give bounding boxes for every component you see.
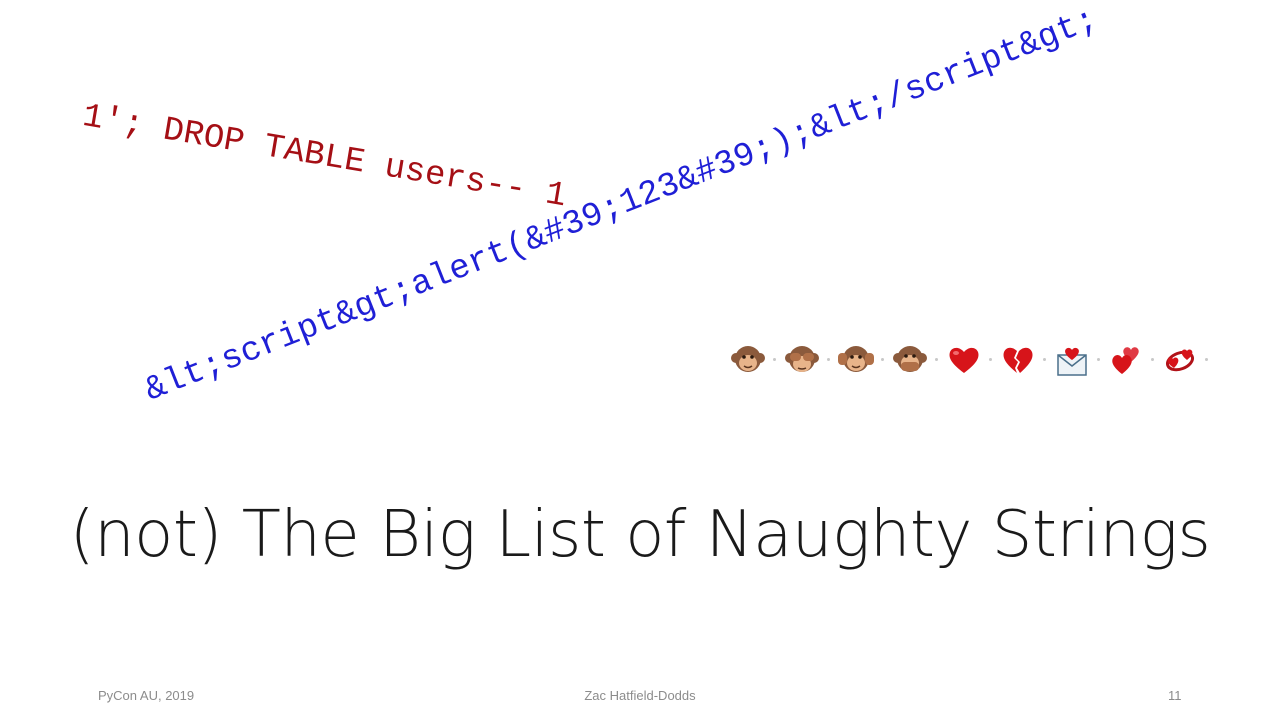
separator-dot — [984, 340, 998, 380]
separator-dot — [1038, 340, 1052, 380]
hear-no-evil-monkey-icon — [838, 346, 874, 372]
love-letter-icon — [1057, 347, 1087, 376]
speak-no-evil-monkey-icon — [893, 346, 927, 372]
monkey-face-icon — [731, 346, 765, 372]
separator-dot — [876, 340, 890, 380]
see-no-evil-monkey-icon — [785, 346, 819, 372]
broken-heart-icon — [1003, 347, 1033, 373]
separator-dot — [822, 340, 836, 380]
footer-author: Zac Hatfield-Dodds — [584, 688, 696, 703]
footer-page-number: 11 — [1168, 688, 1182, 703]
separator-dot — [930, 340, 944, 380]
separator-dot — [1092, 340, 1106, 380]
separator-dot — [1146, 340, 1160, 380]
emoji-row — [728, 340, 1214, 380]
separator-dot — [1200, 340, 1214, 380]
revolving-hearts-icon — [1165, 349, 1195, 372]
slide-title: (not) The Big List of Naughty Strings — [69, 498, 1211, 572]
separator-dot — [768, 340, 782, 380]
footer-event: PyCon AU, 2019 — [98, 688, 195, 703]
two-hearts-icon — [1112, 347, 1139, 374]
sql-injection-string: 1'; DROP TABLE users-- 1 — [79, 98, 569, 217]
heart-icon — [949, 347, 979, 373]
